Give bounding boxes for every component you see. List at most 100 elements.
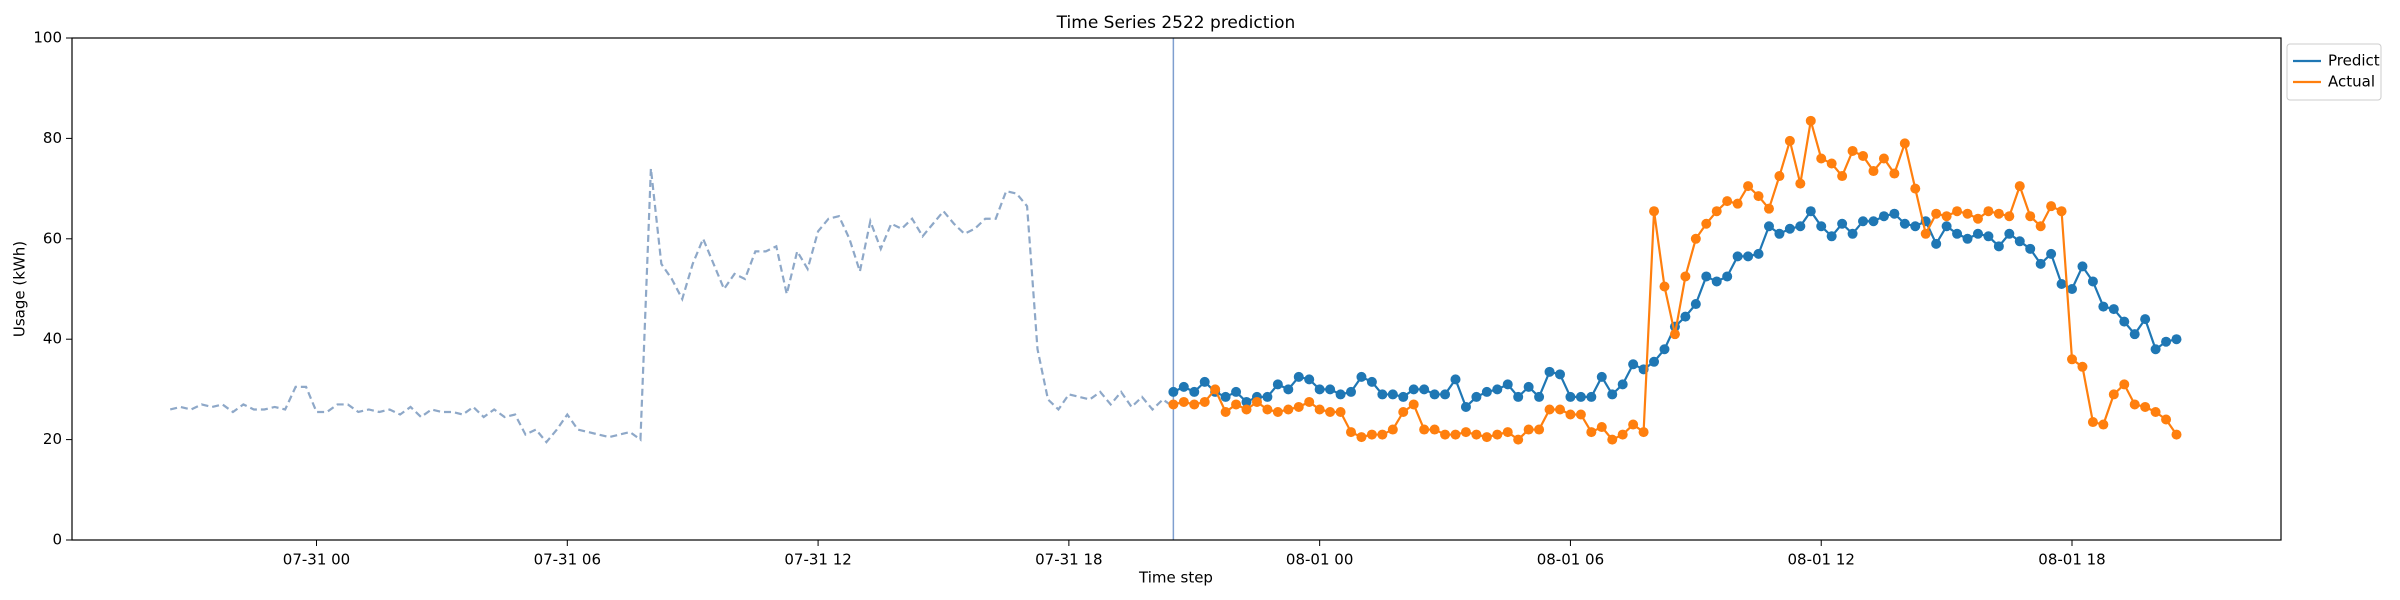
point [1534, 424, 1545, 435]
point [1784, 223, 1795, 234]
point [1628, 359, 1639, 370]
point [1492, 429, 1503, 440]
point [2077, 261, 2088, 272]
point [1669, 329, 1680, 340]
point [1931, 208, 1942, 219]
point [1231, 399, 1242, 410]
point [1325, 406, 1336, 417]
point [1419, 424, 1430, 435]
point [1847, 228, 1858, 239]
point [2035, 258, 2046, 269]
legend-label: Actual [2328, 73, 2375, 91]
point [2098, 301, 2109, 312]
point [2140, 401, 2151, 412]
point [1544, 404, 1555, 415]
point [1952, 206, 1963, 217]
point [1534, 391, 1545, 402]
point [1168, 399, 1179, 410]
x-tick-label: 07-31 06 [534, 551, 601, 569]
point [1398, 406, 1409, 417]
point [1899, 218, 1910, 229]
point [1649, 206, 1660, 217]
point [1199, 396, 1210, 407]
x-tick-label: 07-31 00 [283, 551, 350, 569]
point [2098, 419, 2109, 430]
point [2087, 276, 2098, 287]
point [1366, 376, 1377, 387]
point [1586, 427, 1597, 438]
x-axis-label: Time step [1138, 569, 1213, 587]
point [1805, 115, 1816, 126]
point [1983, 231, 1994, 242]
point [1680, 271, 1691, 282]
point [2171, 334, 2182, 345]
point [1701, 271, 1712, 282]
point [1377, 389, 1388, 400]
point [1398, 391, 1409, 402]
point [2108, 304, 2119, 315]
point [1596, 422, 1607, 433]
point [1408, 399, 1419, 410]
y-tick-label: 60 [43, 229, 62, 247]
point [1805, 206, 1816, 217]
point [1575, 409, 1586, 420]
y-axis-label: Usage (kWh) [11, 241, 29, 337]
point [1460, 401, 1471, 412]
point [1899, 138, 1910, 149]
point [1178, 396, 1189, 407]
point [1220, 391, 1231, 402]
point [1743, 251, 1754, 262]
point [1335, 389, 1346, 400]
point [1753, 248, 1764, 259]
point [2140, 314, 2151, 325]
point [2171, 429, 2182, 440]
point [1554, 369, 1565, 380]
point [1753, 191, 1764, 202]
point [1722, 271, 1733, 282]
point [2035, 221, 2046, 232]
point [1272, 379, 1283, 390]
point [1586, 391, 1597, 402]
point [1722, 196, 1733, 207]
point [1293, 371, 1304, 382]
point [2014, 181, 2025, 192]
point [2025, 211, 2036, 222]
point [1952, 228, 1963, 239]
point [2056, 206, 2067, 217]
point [1784, 135, 1795, 146]
point [1837, 171, 1848, 182]
x-tick-label: 07-31 12 [784, 551, 851, 569]
point [1711, 206, 1722, 217]
point [1356, 371, 1367, 382]
point [1972, 228, 1983, 239]
point [1910, 221, 1921, 232]
point [1304, 396, 1315, 407]
point [1387, 424, 1398, 435]
point [1607, 389, 1618, 400]
point [1816, 221, 1827, 232]
legend-label: Predict [2328, 52, 2380, 70]
point [1481, 386, 1492, 397]
point [1283, 404, 1294, 415]
plot-frame [71, 37, 2282, 541]
point [1763, 221, 1774, 232]
point [1189, 399, 1200, 410]
point [1325, 384, 1336, 395]
point [1168, 386, 1179, 397]
point [2161, 336, 2172, 347]
point [1659, 281, 1670, 292]
point [1607, 434, 1618, 445]
point [2108, 389, 2119, 400]
point [1638, 427, 1649, 438]
point [1429, 424, 1440, 435]
point [1826, 158, 1837, 169]
point [1450, 374, 1461, 385]
point [2014, 236, 2025, 247]
point [1471, 391, 1482, 402]
point [2119, 316, 2130, 327]
point [1983, 206, 1994, 217]
point [1972, 213, 1983, 224]
x-tick-label: 08-01 12 [1788, 551, 1855, 569]
series-line [169, 168, 1175, 444]
point [1941, 221, 1952, 232]
